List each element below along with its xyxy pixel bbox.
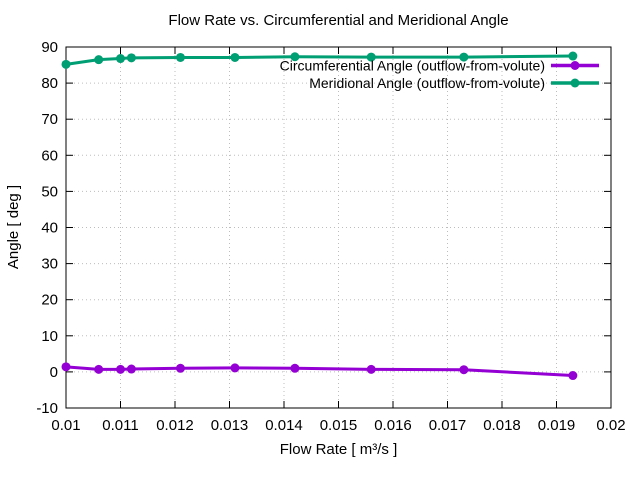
- x-tick-label: 0.019: [538, 417, 576, 434]
- series-point: [175, 363, 185, 373]
- series-point: [366, 52, 376, 62]
- x-tick-label: 0.017: [429, 417, 467, 434]
- series-point: [568, 51, 578, 61]
- x-tick-label: 0.011: [102, 417, 138, 434]
- series-point: [290, 363, 300, 373]
- chart-title: Flow Rate vs. Circumferential and Meridi…: [168, 12, 509, 29]
- series-point: [61, 362, 71, 372]
- y-axis-label: Angle [ deg ]: [5, 184, 22, 270]
- series-point: [568, 371, 578, 381]
- x-tick-label: 0.013: [211, 417, 249, 434]
- x-tick-label: 0.012: [156, 417, 194, 434]
- x-axis-label: Flow Rate [ m³/s ]: [279, 441, 398, 458]
- series-point: [126, 364, 136, 374]
- series-point: [126, 53, 136, 63]
- y-tick-label: 80: [41, 75, 58, 92]
- x-tick-label: 0.015: [320, 417, 358, 434]
- series-point: [230, 363, 240, 373]
- series-point: [94, 55, 104, 65]
- x-tick-label: 0.014: [265, 417, 303, 434]
- series-line: [64, 365, 575, 378]
- series-point: [61, 59, 71, 69]
- y-tick-label: 40: [41, 220, 58, 237]
- x-tick-label: 0.01: [51, 417, 80, 434]
- series-point: [366, 364, 376, 374]
- y-tick-label: 0: [50, 364, 58, 381]
- series-point: [230, 52, 240, 62]
- series-point: [175, 52, 185, 62]
- series-point: [116, 54, 125, 64]
- y-tick-label: 50: [41, 183, 58, 200]
- y-tick-label: 30: [41, 256, 58, 273]
- series-point: [94, 364, 104, 374]
- y-tick-label: 90: [41, 39, 58, 56]
- x-tick-label: 0.02: [596, 417, 625, 434]
- legend-label: Circumferential Angle (outflow-from-volu…: [280, 58, 545, 74]
- series-point: [459, 365, 469, 375]
- series-point: [116, 364, 125, 374]
- y-tick-label: 10: [41, 328, 58, 345]
- y-tick-label: 60: [41, 147, 58, 164]
- legend-point-sample: [570, 61, 580, 70]
- y-tick-label: 70: [41, 111, 58, 128]
- x-tick-label: 0.018: [483, 417, 521, 434]
- series-point: [459, 52, 469, 62]
- y-tick-label: 20: [41, 292, 58, 309]
- legend-label: Meridional Angle (outflow-from-volute): [309, 75, 545, 91]
- y-tick-label: -10: [36, 400, 58, 417]
- series-line: [64, 54, 575, 66]
- series-point: [290, 52, 300, 62]
- legend-point-sample: [570, 78, 580, 88]
- x-tick-label: 0.016: [374, 417, 412, 434]
